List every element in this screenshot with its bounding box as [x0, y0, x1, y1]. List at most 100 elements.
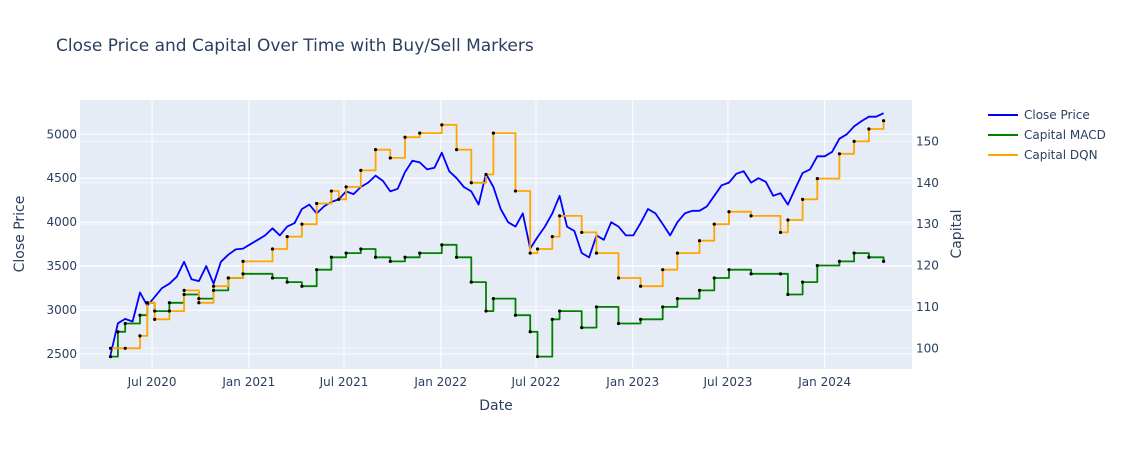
y2-tick-label: 130 [916, 217, 939, 231]
y-tick-label: 4500 [46, 171, 77, 185]
trade-marker [418, 131, 422, 135]
trade-marker [359, 168, 363, 172]
x-tick-label: Jan 2024 [797, 375, 851, 389]
trade-marker [867, 127, 871, 131]
y-tick-label: 5000 [46, 127, 77, 141]
trade-marker [697, 288, 702, 292]
legend-item-label[interactable]: Capital MACD [1024, 128, 1106, 142]
trade-marker [786, 218, 790, 222]
trade-marker [182, 292, 186, 297]
y2-tick-label: 120 [916, 259, 939, 273]
x-tick-label: Jan 2022 [413, 375, 467, 389]
trade-marker [403, 255, 407, 259]
x-axis-ticks: Jul 2020 Jan 2021 Jul 2021 Jan 2022 Jul 2022… [127, 375, 851, 389]
trade-marker [550, 317, 554, 321]
trade-marker [852, 251, 856, 255]
trade-marker [440, 123, 444, 127]
trade-marker [867, 255, 871, 259]
trade-marker [882, 259, 886, 263]
y-tick-label: 3500 [46, 259, 77, 273]
trade-marker [661, 268, 665, 272]
trade-marker [373, 255, 378, 259]
x-axis-title: Date [479, 398, 512, 414]
trade-marker [241, 259, 245, 263]
trade-marker [661, 305, 665, 309]
trade-marker [484, 309, 488, 313]
y2-axis-title: Capital [949, 209, 965, 258]
trade-marker [749, 272, 753, 276]
trade-marker [329, 255, 333, 259]
trade-marker [639, 284, 643, 288]
trade-marker [558, 309, 562, 313]
trade-marker [550, 234, 554, 239]
trade-marker [528, 251, 532, 255]
trade-marker [852, 139, 856, 143]
trade-marker [197, 301, 201, 305]
trade-marker [580, 230, 584, 235]
y2-axis-ticks: 100 110 120 130 140 150 [916, 134, 939, 355]
trade-marker [528, 330, 532, 334]
chart-title: Close Price and Capital Over Time with B… [56, 36, 534, 56]
trade-marker [815, 263, 819, 268]
trade-marker [285, 280, 289, 284]
y2-tick-label: 110 [916, 300, 939, 314]
trade-marker [727, 268, 731, 272]
trade-marker [712, 276, 716, 280]
trade-marker [675, 251, 680, 255]
trade-marker [153, 309, 157, 313]
trade-marker [454, 255, 459, 259]
trade-marker [469, 181, 473, 185]
trade-marker [616, 321, 621, 326]
y2-tick-label: 100 [916, 341, 939, 355]
trade-marker [639, 317, 643, 321]
x-tick-label: Jul 2022 [511, 375, 561, 389]
trade-marker [211, 288, 216, 292]
trade-marker [167, 301, 172, 305]
trade-marker [594, 305, 599, 309]
trade-marker [440, 243, 444, 247]
trade-marker [697, 239, 702, 243]
trade-marker [535, 354, 540, 359]
trade-marker [123, 321, 127, 326]
trade-marker [300, 222, 304, 226]
x-tick-label: Jul 2023 [703, 375, 753, 389]
trade-marker [491, 297, 495, 301]
trade-marker [469, 280, 473, 284]
trade-marker [801, 197, 805, 201]
trade-marker [882, 119, 886, 123]
trade-marker [749, 214, 753, 218]
trade-marker [418, 251, 422, 255]
trade-marker [558, 214, 562, 218]
trade-marker [513, 189, 518, 193]
trade-marker [123, 346, 127, 350]
trade-marker [513, 313, 518, 317]
trade-marker [616, 276, 621, 280]
y2-tick-label: 150 [916, 134, 939, 148]
legend-item-label[interactable]: Close Price [1024, 108, 1090, 122]
trade-marker [270, 247, 275, 251]
legend[interactable]: Close Price Capital MACD Capital DQN [988, 108, 1106, 162]
trade-marker [403, 135, 407, 139]
trade-marker [388, 156, 392, 160]
trade-marker [329, 189, 333, 193]
trade-marker [241, 272, 245, 276]
legend-item-label[interactable]: Capital DQN [1024, 148, 1098, 162]
y-tick-label: 2500 [46, 347, 77, 361]
series-layer [109, 112, 885, 358]
trade-marker [778, 230, 783, 235]
trade-marker [594, 251, 599, 255]
trade-marker [786, 292, 790, 297]
trade-marker [337, 197, 341, 201]
trade-marker [300, 284, 304, 288]
trade-marker [153, 317, 157, 321]
trade-marker [197, 297, 201, 301]
trade-marker [837, 259, 842, 263]
trade-marker [138, 334, 142, 338]
trade-marker [491, 131, 495, 135]
x-tick-label: Jan 2023 [605, 375, 659, 389]
trade-marker [801, 280, 805, 284]
trade-marker [815, 177, 819, 181]
y-axis-title: Close Price [12, 196, 28, 273]
y2-tick-label: 140 [916, 176, 939, 190]
trade-marker [285, 234, 289, 239]
